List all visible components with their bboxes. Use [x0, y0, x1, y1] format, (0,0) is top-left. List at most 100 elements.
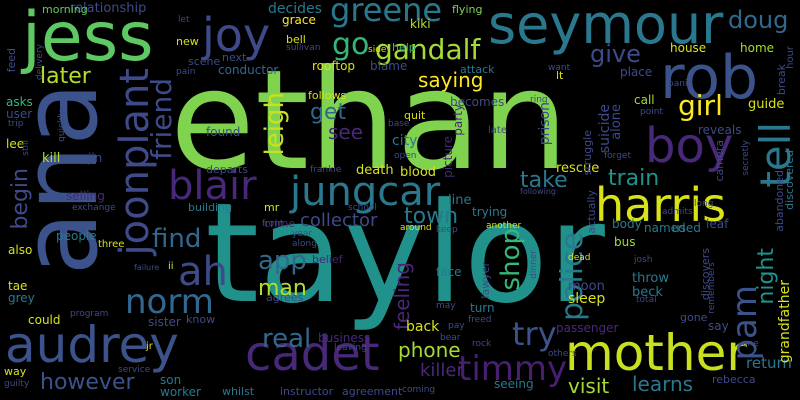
word-late: late [488, 125, 507, 136]
word-blame: blame [370, 59, 408, 73]
word-rescue: rescue [556, 161, 600, 176]
word-norm: norm [125, 282, 214, 322]
word-guilty: guilty [4, 379, 30, 389]
word-still: still [21, 140, 31, 156]
word-rebecca: rebecca [712, 373, 756, 386]
word-greene: greene [330, 0, 443, 29]
word-along: along [292, 239, 317, 249]
word-killer: killer [420, 360, 464, 381]
word-call: call [634, 93, 655, 107]
word-city: city [392, 133, 418, 149]
word-base: base [388, 119, 410, 129]
word-program: program [70, 309, 109, 319]
word-dinner: dinner [529, 250, 539, 279]
word-get: get [310, 100, 347, 125]
word-later: later [40, 64, 91, 89]
word-know: know [186, 313, 216, 326]
word-doug: doug [728, 6, 789, 34]
word-tae: tae [8, 279, 28, 293]
word-leigh: leigh [260, 92, 290, 156]
word-picture: picture [441, 136, 455, 178]
word-learns: learns [632, 372, 694, 396]
word-around: around [400, 223, 432, 233]
word-let: let [178, 15, 190, 25]
word-blair: blair [168, 163, 257, 209]
word-josh: josh [634, 255, 653, 265]
word-phone: phone [398, 338, 461, 362]
word-long: long [694, 199, 714, 209]
word-grace: grace [282, 13, 316, 27]
word-flying: flying [452, 3, 483, 16]
word-kiki: kiki [410, 17, 431, 31]
word-passenger: passenger [556, 321, 619, 335]
word-admits: admits [662, 207, 693, 217]
word-bus: bus [614, 235, 636, 249]
word-keep: keep [436, 225, 458, 235]
word-house: house [670, 41, 707, 55]
word-seymour: seymour [488, 0, 724, 56]
word-son: son [160, 373, 182, 387]
word-panic: panic [668, 79, 693, 89]
word-begin: begin [8, 168, 33, 230]
word-saying: saying [418, 68, 484, 92]
word-next: next [222, 51, 247, 64]
word-take: take [520, 168, 568, 193]
word-one: one [742, 339, 759, 349]
word-face: face [436, 265, 462, 279]
word-jungcar: jungcar [290, 169, 441, 215]
word-total: total [636, 295, 657, 305]
word-camera: camera [713, 140, 726, 182]
word-harris: harris [595, 178, 727, 232]
word-frankie: frankie [310, 165, 342, 175]
word-sleep: sleep [568, 291, 606, 307]
word-quickly: quickly [57, 110, 67, 142]
word-help: help [392, 41, 416, 54]
word-leaf: leaf [706, 217, 729, 231]
word-departs: departs [206, 163, 249, 176]
word-dead: dead [568, 253, 591, 263]
word-jess: jess [22, 0, 154, 77]
word-place: place [620, 65, 653, 79]
word-freed: freed [468, 315, 492, 325]
word-may: may [436, 301, 456, 311]
word-agrees: agrees [266, 291, 304, 304]
word-back: back [406, 319, 440, 335]
word-jr: jr [146, 341, 153, 352]
word-give: give [590, 40, 641, 68]
word-worker: worker [160, 385, 201, 399]
word-could: could [28, 313, 61, 327]
word-asks: asks [6, 95, 33, 109]
word-guide: guide [748, 97, 785, 112]
word-hour: hour [785, 46, 796, 69]
word-joy: joy [202, 8, 271, 62]
word-however: however [40, 370, 135, 395]
word-want: want [548, 63, 571, 73]
word-ethan: ethan [170, 40, 569, 201]
word-boy: boy [645, 118, 734, 174]
word-side: side [368, 45, 387, 55]
word-trip: trip [8, 119, 24, 129]
word-feed: feed [5, 48, 18, 73]
word-front: front [262, 219, 284, 229]
word-way: way [4, 365, 27, 378]
word-reveals: reveals [698, 123, 742, 137]
word-train: train [608, 166, 660, 191]
word-also: also [8, 243, 33, 257]
word-sister: sister [148, 315, 181, 329]
word-rock: rock [472, 339, 492, 349]
word-conductor: conductor [218, 63, 279, 77]
word-cadet: cadet [245, 326, 380, 382]
word-remembers: remembers [707, 262, 717, 314]
word-timmy: timmy [458, 349, 568, 389]
word-body: body [612, 217, 642, 231]
word-business: business [318, 331, 371, 345]
word-beck: beck [632, 285, 663, 300]
word-found: found [206, 125, 241, 139]
word-throw: throw [632, 271, 669, 286]
word-instructor: instructor [280, 385, 334, 398]
word-alone: alone [609, 104, 624, 140]
word-turn: turn [470, 301, 495, 315]
word-home: home [740, 41, 775, 55]
word-mr: mr [264, 201, 280, 214]
word-abandoned: abandoned [773, 170, 786, 232]
